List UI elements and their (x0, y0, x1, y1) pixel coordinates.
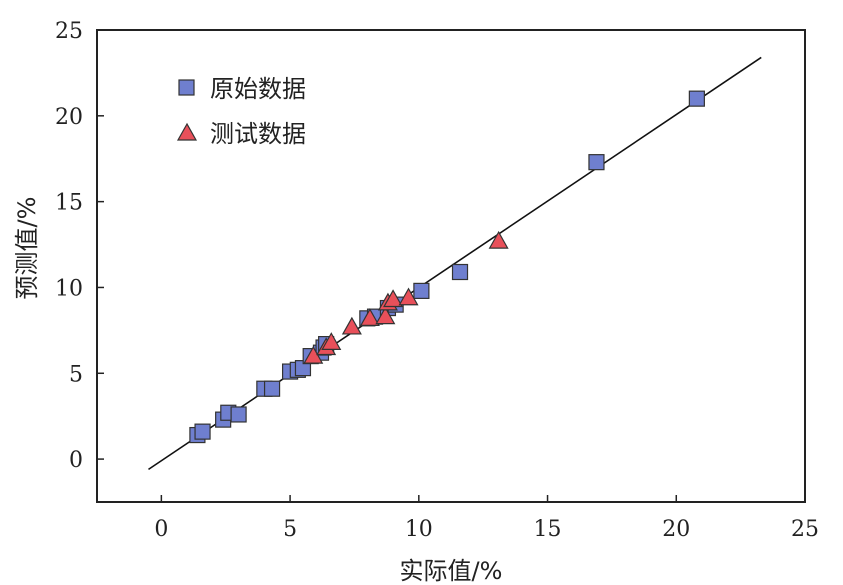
y-tick-label: 25 (55, 19, 83, 44)
y-axis-title: 预测值/% (13, 197, 41, 300)
x-tick-label: 15 (534, 517, 562, 542)
fit-line (148, 56, 762, 471)
x-tick-label: 25 (791, 517, 819, 542)
y-tick-label: 15 (55, 191, 83, 216)
legend-label-test: 测试数据 (210, 120, 306, 148)
x-tick-label: 5 (283, 517, 297, 542)
original-data-point (451, 263, 469, 281)
y-tick-label: 0 (69, 448, 83, 473)
x-tick-label: 20 (662, 517, 690, 542)
x-tick-label: 10 (405, 517, 433, 542)
test-data-point (359, 308, 380, 326)
fit-line-group (148, 56, 762, 471)
legend-marker-original (178, 79, 195, 96)
legend-marker-test (176, 122, 198, 141)
test-data-point (375, 306, 396, 325)
original-data-point (413, 282, 430, 299)
original-data-point (194, 423, 211, 440)
original-data-point (588, 154, 605, 171)
test-data-point (398, 287, 419, 306)
test-data-point (341, 316, 362, 335)
original-data-point (230, 406, 247, 423)
y-tick-label: 10 (55, 276, 83, 301)
x-axis-title: 实际值/% (400, 557, 503, 585)
test-data-point (488, 230, 509, 249)
original-data-point (688, 90, 705, 107)
y-tick-label: 5 (69, 362, 83, 387)
data-points (189, 90, 705, 444)
legend: 原始数据 测试数据 (176, 75, 306, 148)
plot-frame (96, 29, 806, 503)
original-data-point (263, 380, 281, 397)
test-data-point (383, 289, 404, 308)
axis-ticks: 0 5 10 15 20 25 0 5 10 15 20 25 (55, 19, 819, 542)
legend-label-original: 原始数据 (210, 75, 306, 103)
test-data-point (321, 332, 342, 350)
x-tick-label: 0 (154, 517, 168, 542)
y-tick-label: 20 (55, 105, 83, 130)
